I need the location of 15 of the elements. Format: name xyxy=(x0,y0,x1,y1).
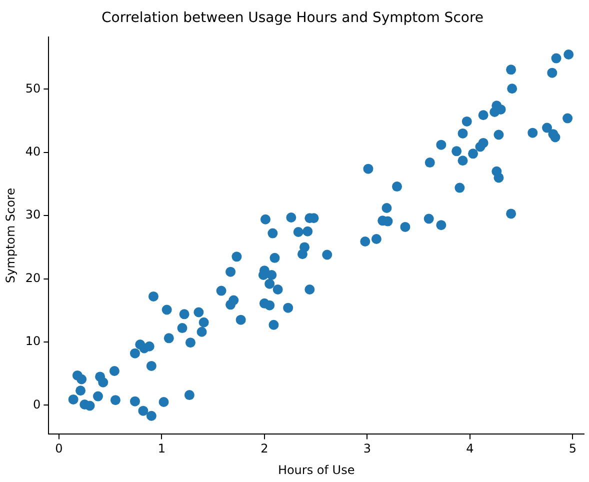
x-axis-title: Hours of Use xyxy=(278,462,355,477)
y-tick-label: 30 xyxy=(25,208,41,222)
x-tick-label: 4 xyxy=(466,442,474,456)
y-tick-label: 0 xyxy=(33,397,41,412)
y-tick-label: 40 xyxy=(25,144,41,159)
y-tick-label: 20 xyxy=(25,270,41,285)
chart-title: Correlation between Usage Hours and Symptom Score xyxy=(101,10,484,26)
x-tick-label: 0 xyxy=(55,442,63,456)
x-tick-label: 3 xyxy=(363,442,372,456)
y-tick-label: 50 xyxy=(25,81,41,96)
x-tick-label: 2 xyxy=(260,442,268,456)
y-tick-label: 10 xyxy=(25,334,41,348)
y-axis-title: Symptom Score xyxy=(3,188,18,284)
x-tick-label: 1 xyxy=(158,442,166,456)
x-tick-label: 5 xyxy=(568,442,577,456)
